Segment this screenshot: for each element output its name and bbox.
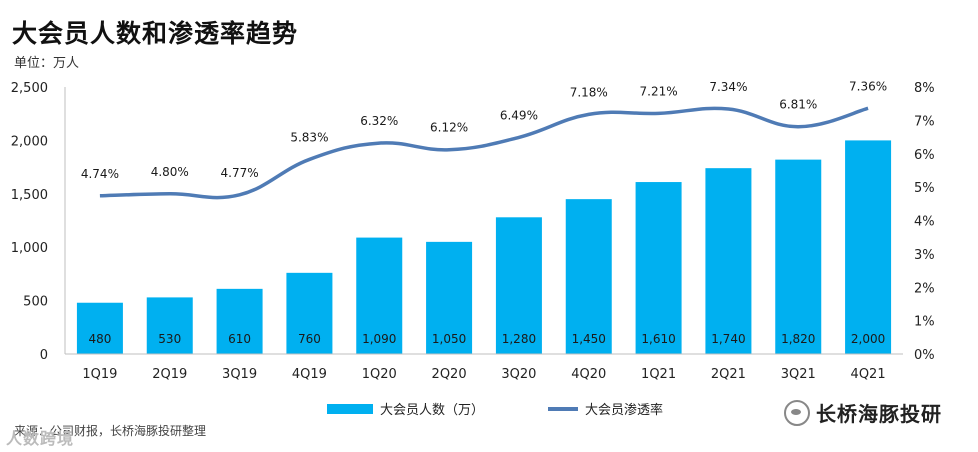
bar-value-label: 1,610 xyxy=(641,332,675,346)
legend: 大会员人数（万） 大会员渗透率 xyxy=(327,402,663,418)
bar-value-labels: 480 530 610 760 1,090 1,050 1,280 1,450 1,610 1,7… xyxy=(88,332,885,346)
bar-1Q21 xyxy=(635,182,682,354)
line-value-label: 4.74% xyxy=(81,167,119,181)
line-value-label: 6.49% xyxy=(500,108,538,122)
bar-series xyxy=(76,140,892,354)
x-tick-label: 2Q19 xyxy=(152,367,187,382)
bar-4Q19 xyxy=(286,272,333,354)
penetration-line xyxy=(99,106,869,200)
bar-3Q21 xyxy=(775,159,822,354)
bar-1Q20 xyxy=(356,237,403,354)
bar-value-label: 1,050 xyxy=(432,332,466,346)
bar-4Q21 xyxy=(845,140,892,354)
bar-value-label: 1,740 xyxy=(711,332,745,346)
right-tick-label: 7% xyxy=(914,114,935,129)
left-tick-label: 1,500 xyxy=(11,188,48,203)
right-tick-label: 1% xyxy=(914,315,935,330)
right-tick-label: 8% xyxy=(914,81,935,96)
bar-1Q19 xyxy=(76,302,123,354)
wechat-icon xyxy=(784,399,810,426)
x-tick-label: 3Q19 xyxy=(222,367,257,382)
bar-value-label: 1,820 xyxy=(781,332,815,346)
left-tick-label: 500 xyxy=(23,295,48,310)
right-tick-label: 3% xyxy=(914,248,935,263)
x-axis: 1Q19 2Q19 3Q19 4Q19 1Q20 2Q20 3Q20 4Q20 1Q21 2Q21… xyxy=(65,353,903,382)
bar-2Q19 xyxy=(146,297,193,354)
line-value-label: 4.80% xyxy=(151,165,189,179)
x-tick-label: 1Q19 xyxy=(82,367,117,382)
right-tick-label: 5% xyxy=(914,181,935,196)
legend-label-bar: 大会员人数（万） xyxy=(380,403,484,418)
line-value-label: 4.77% xyxy=(221,166,259,180)
brand-mark: 长桥海豚投研 xyxy=(784,398,942,427)
brand-name: 长桥海豚投研 xyxy=(816,402,942,426)
line-value-label: 7.21% xyxy=(640,84,678,98)
bar-value-label: 2,000 xyxy=(851,332,885,346)
bar-value-label: 1,280 xyxy=(502,332,536,346)
line-value-label: 6.32% xyxy=(360,114,398,128)
line-series xyxy=(99,106,869,200)
line-value-label: 7.34% xyxy=(709,80,747,94)
right-tick-label: 0% xyxy=(914,348,935,363)
legend-swatch-bar xyxy=(327,404,373,414)
unit-label: 单位：万人 xyxy=(14,56,80,71)
x-tick-label: 4Q20 xyxy=(571,367,606,382)
chart-title: 大会员人数和渗透率趋势 xyxy=(12,19,299,48)
left-tick-label: 2,500 xyxy=(11,81,48,96)
bar-value-label: 530 xyxy=(158,332,181,346)
bar-2Q20 xyxy=(426,241,473,354)
x-tick-label: 3Q21 xyxy=(781,367,816,382)
line-value-label: 7.36% xyxy=(849,79,887,93)
left-tick-label: 1,000 xyxy=(11,241,48,256)
bar-3Q20 xyxy=(495,217,542,354)
bar-value-label: 610 xyxy=(228,332,251,346)
left-tick-label: 2,000 xyxy=(11,134,48,149)
bar-value-label: 480 xyxy=(88,332,111,346)
bar-value-label: 1,090 xyxy=(362,332,396,346)
bar-value-label: 1,450 xyxy=(572,332,606,346)
x-tick-label: 1Q21 xyxy=(641,367,676,382)
line-value-labels: 4.74% 4.80% 4.77% 5.83% 6.32% 6.12% 6.49% 7.18%… xyxy=(81,79,887,180)
bar-value-label: 760 xyxy=(298,332,321,346)
legend-label-line: 大会员渗透率 xyxy=(585,402,663,418)
bar-4Q20 xyxy=(565,199,612,354)
x-tick-label: 4Q19 xyxy=(292,367,327,382)
x-tick-label: 2Q20 xyxy=(432,367,467,382)
source-note: 来源：公司财报，长桥海豚投研整理 xyxy=(14,424,207,438)
x-tick-label: 2Q21 xyxy=(711,367,746,382)
line-value-label: 6.81% xyxy=(779,98,817,112)
right-axis: 0% 1% 2% 3% 4% 5% 6% 7% 8% xyxy=(914,81,935,363)
line-value-label: 6.12% xyxy=(430,121,468,135)
bar-3Q19 xyxy=(216,288,263,354)
watermark: 人数跨境 xyxy=(6,429,75,448)
x-tick-label: 1Q20 xyxy=(362,367,397,382)
x-tick-label: 3Q20 xyxy=(501,367,536,382)
right-tick-label: 2% xyxy=(914,281,935,296)
right-tick-label: 6% xyxy=(914,148,935,163)
right-tick-label: 4% xyxy=(914,215,935,230)
bar-2Q21 xyxy=(705,168,752,354)
line-value-label: 7.18% xyxy=(570,85,608,99)
left-tick-label: 0 xyxy=(40,348,48,363)
left-axis: 0 500 1,000 1,500 2,000 2,500 xyxy=(11,81,66,363)
x-tick-label: 4Q21 xyxy=(851,367,886,382)
line-value-label: 5.83% xyxy=(290,130,328,144)
